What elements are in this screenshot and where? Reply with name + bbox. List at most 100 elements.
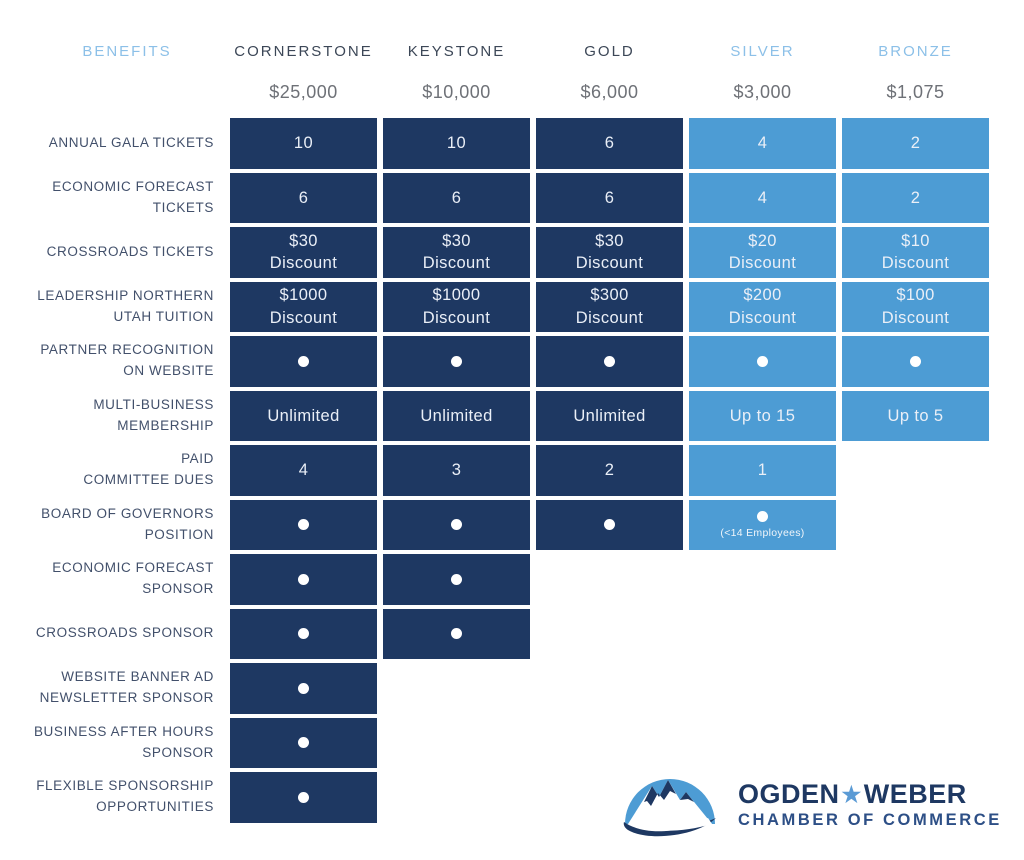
tier-price-cornerstone: $25,000 bbox=[269, 81, 338, 102]
row-label: CROSSROADS SPONSOR bbox=[35, 625, 214, 641]
benefit-cell bbox=[383, 499, 530, 550]
included-dot-icon bbox=[604, 355, 615, 367]
benefit-cell bbox=[536, 336, 683, 387]
row-label: ECONOMIC FORECAST SPONSOR bbox=[52, 560, 214, 597]
benefit-cell: $100 Discount bbox=[842, 281, 989, 332]
cell-value: 2 bbox=[910, 134, 921, 153]
benefit-cell bbox=[230, 554, 377, 605]
cell-value: 6 bbox=[298, 188, 309, 207]
benefit-cell: 2 bbox=[842, 118, 989, 169]
included-dot-icon bbox=[298, 791, 309, 803]
benefit-cell: 6 bbox=[383, 172, 530, 223]
cell-value: $1000 Discount bbox=[269, 286, 338, 327]
benefit-cell: 2 bbox=[536, 445, 683, 496]
benefit-cell: $200 Discount bbox=[689, 281, 836, 332]
benefit-cell bbox=[230, 499, 377, 550]
cell-value: $200 Discount bbox=[728, 286, 797, 327]
cell-value: 1 bbox=[757, 461, 768, 480]
tier-price-keystone: $10,000 bbox=[422, 81, 491, 102]
included-dot-icon bbox=[451, 355, 462, 367]
benefit-cell: 6 bbox=[230, 172, 377, 223]
benefit-cell: 6 bbox=[536, 172, 683, 223]
benefit-cell: $300 Discount bbox=[536, 281, 683, 332]
benefit-cell bbox=[383, 608, 530, 659]
benefit-cell: 10 bbox=[230, 118, 377, 169]
logo-tagline: CHAMBER OF COMMERCE bbox=[738, 811, 1002, 830]
cell-value: 10 bbox=[293, 134, 314, 153]
row-label: LEADERSHIP NORTHERN UTAH TUITION bbox=[37, 287, 214, 324]
cell-value: $10 Discount bbox=[881, 231, 950, 273]
included-dot-icon bbox=[451, 519, 462, 531]
benefit-cell: 10 bbox=[383, 118, 530, 169]
logo-ogden: OGDEN bbox=[738, 779, 840, 810]
benefit-cell: $1000 Discount bbox=[230, 281, 377, 332]
benefit-cell: $30 Discount bbox=[230, 227, 377, 278]
logo-title: OGDEN ★ WEBER bbox=[738, 781, 1002, 808]
tier-price-bronze: $1,075 bbox=[886, 81, 945, 102]
included-dot-icon bbox=[298, 573, 309, 585]
benefit-cell bbox=[383, 554, 530, 605]
benefit-cell: Up to 15 bbox=[689, 390, 836, 441]
cell-value: 4 bbox=[298, 461, 309, 480]
cell-value: Unlimited bbox=[420, 406, 493, 425]
benefit-cell bbox=[230, 663, 377, 714]
cell-value: 6 bbox=[604, 134, 615, 153]
benefit-cell: Unlimited bbox=[230, 390, 377, 441]
cell-value: 6 bbox=[604, 188, 615, 207]
row-label: FLEXIBLE SPONSORSHIP OPPORTUNITIES bbox=[36, 778, 214, 815]
row-label: WEBSITE BANNER AD NEWSLETTER SPONSOR bbox=[39, 669, 214, 706]
cell-value: $300 Discount bbox=[575, 286, 644, 327]
included-dot-icon bbox=[298, 519, 309, 531]
included-dot-icon bbox=[451, 573, 462, 585]
benefits-column-header: BENEFITS bbox=[82, 42, 172, 60]
benefit-cell: (<14 Employees) bbox=[689, 499, 836, 550]
benefit-cell: 1 bbox=[689, 445, 836, 496]
cell-value: Unlimited bbox=[267, 406, 340, 425]
benefits-table: BENEFITS CORNERSTONE $25,000 KEYSTONE $10,0… bbox=[0, 36, 989, 823]
included-dot-icon bbox=[604, 519, 615, 531]
logo-weber: WEBER bbox=[863, 779, 967, 810]
tier-header-gold: GOLD bbox=[584, 42, 635, 60]
cell-value: Unlimited bbox=[573, 406, 646, 425]
included-dot-icon bbox=[298, 737, 309, 749]
benefit-cell bbox=[536, 499, 683, 550]
benefit-cell: Unlimited bbox=[536, 390, 683, 441]
included-dot-icon bbox=[298, 355, 309, 367]
cell-value: $30 Discount bbox=[575, 231, 644, 273]
benefit-cell: 3 bbox=[383, 445, 530, 496]
cell-value: $30 Discount bbox=[269, 231, 338, 273]
included-dot-icon bbox=[757, 510, 768, 522]
benefit-cell bbox=[230, 608, 377, 659]
cell-value: 2 bbox=[910, 188, 921, 207]
cell-value: 10 bbox=[446, 134, 467, 153]
cell-value: $30 Discount bbox=[422, 231, 491, 273]
row-label: PARTNER RECOGNITION ON WEBSITE bbox=[40, 342, 214, 379]
benefit-cell bbox=[230, 717, 377, 768]
cell-value: Up to 15 bbox=[729, 406, 796, 425]
cell-note: (<14 Employees) bbox=[720, 526, 805, 539]
benefit-cell: 2 bbox=[842, 172, 989, 223]
tier-header-cornerstone: CORNERSTONE bbox=[234, 42, 373, 60]
included-dot-icon bbox=[451, 628, 462, 640]
benefit-cell: 4 bbox=[230, 445, 377, 496]
benefit-cell: $30 Discount bbox=[383, 227, 530, 278]
tier-price-silver: $3,000 bbox=[733, 81, 792, 102]
benefit-cell bbox=[689, 336, 836, 387]
row-label: ANNUAL GALA TICKETS bbox=[48, 134, 214, 150]
benefit-cell bbox=[230, 772, 377, 823]
chamber-logo: OGDEN ★ WEBER CHAMBER OF COMMERCE bbox=[618, 760, 1002, 850]
benefit-cell: Up to 5 bbox=[842, 390, 989, 441]
cell-value: 3 bbox=[451, 461, 462, 480]
cell-value: $1000 Discount bbox=[422, 286, 491, 327]
cell-value: $20 Discount bbox=[728, 231, 797, 273]
cell-value: 6 bbox=[451, 188, 462, 207]
row-label: ECONOMIC FORECAST TICKETS bbox=[52, 178, 214, 215]
star-icon: ★ bbox=[841, 781, 862, 807]
logo-text: OGDEN ★ WEBER CHAMBER OF COMMERCE bbox=[738, 781, 1002, 829]
tier-price-gold: $6,000 bbox=[580, 81, 639, 102]
benefit-cell: Unlimited bbox=[383, 390, 530, 441]
row-label: PAID COMMITTEE DUES bbox=[83, 451, 214, 488]
benefit-cell: 6 bbox=[536, 118, 683, 169]
benefit-cell: 4 bbox=[689, 172, 836, 223]
